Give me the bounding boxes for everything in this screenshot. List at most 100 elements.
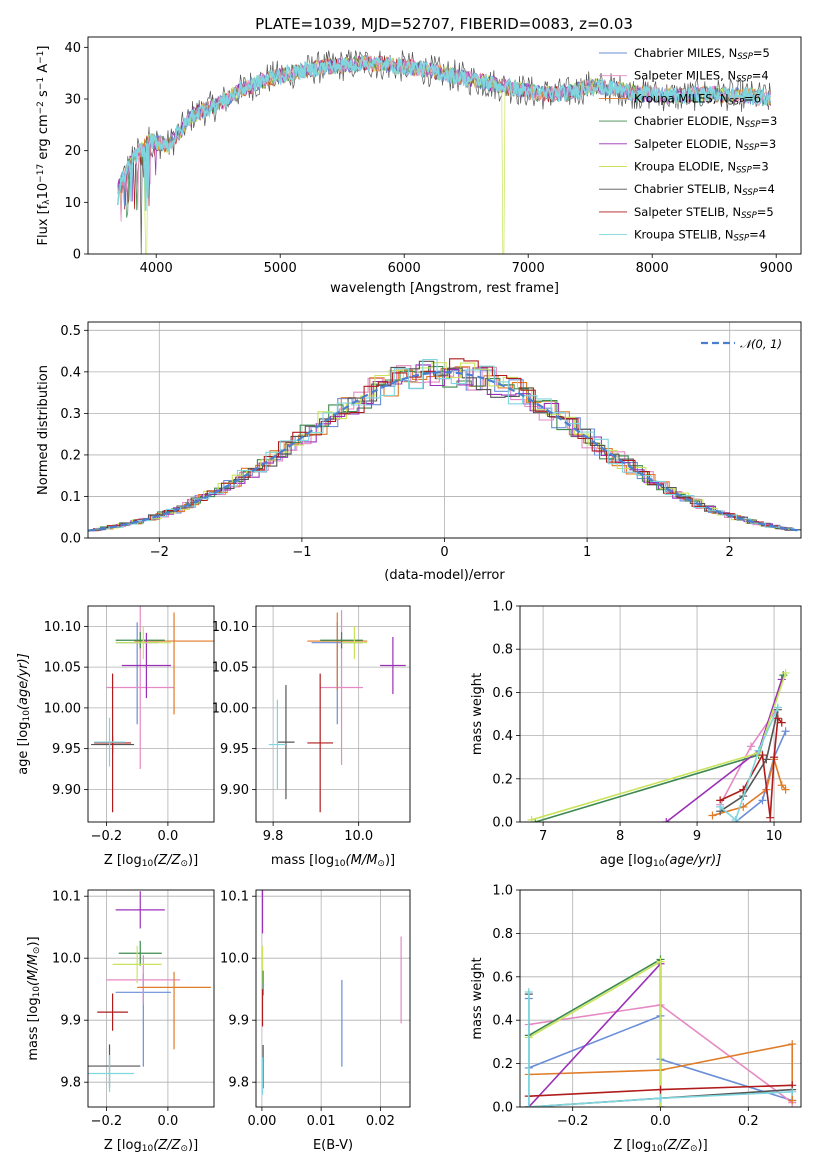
x-axis-label: Z [log10(Z/Z⊙)]: [613, 1138, 707, 1154]
legend-entry: Kroupa STELIB, NSSP=4: [634, 228, 766, 244]
weight-marker-kroupa-stelib: [656, 1094, 665, 1103]
label-part: ⊙: [690, 1144, 698, 1154]
plot-area-mass_vs_Z: [88, 891, 211, 1093]
x-axis-label: Z [log10(Z/Z⊙)]: [104, 853, 198, 869]
y-tick-label: 0.2: [492, 1057, 513, 1072]
weight-marker-salpeter-stelib: [656, 1085, 665, 1094]
y-tick-label: 0.0: [60, 532, 81, 547]
label-part: 10: [22, 710, 32, 722]
label-part: (Z/Z: [663, 1138, 691, 1153]
y-axis-label: mass weight: [470, 957, 485, 1039]
legend-name: Salpeter ELODIE, N: [634, 137, 744, 151]
axes-frame: [519, 605, 802, 823]
y-axis-label: mass [log10(M/M⊙)]: [26, 936, 42, 1060]
legend-sub: SSP: [741, 211, 757, 221]
label-part: (M/M: [346, 853, 378, 868]
y-tick-label: 9.95: [220, 742, 249, 757]
legend-sub: SSP: [744, 143, 760, 153]
weight-marker-salpeter-miles: [746, 742, 755, 751]
legend-gaussian-label: 𝒩(0, 1): [740, 337, 782, 351]
weight-marker-kroupa-elodie: [527, 815, 536, 822]
label-part: A: [36, 64, 51, 77]
x-tick-label: 0.01: [307, 1114, 336, 1129]
legend-sub: SSP: [745, 120, 761, 130]
legend-sub: SSP: [736, 166, 752, 176]
x-axis-label: Z [log10(Z/Z⊙)]: [104, 1138, 198, 1154]
label-part: 10: [32, 986, 42, 998]
weight-line-kroupa-stelib: [528, 992, 793, 1107]
x-tick-label: 0.0: [158, 829, 179, 844]
y-tick-label: 10.10: [44, 620, 81, 635]
weight-line-chabrier-elodie: [535, 674, 785, 822]
hist-kroupa-stelib: [94, 358, 801, 531]
label-part: (Z/Z: [153, 853, 181, 868]
panel-weight_vs_Z: −0.2 0.0 0.2 0.0 0.2 0.4 0.6 0.8 1.0 Z [log10(Z/Z…: [470, 884, 802, 1154]
weight-line-kroupa-stelib: [719, 707, 779, 822]
label-part: ⊙: [180, 859, 188, 869]
label-part: −1: [36, 51, 46, 64]
y-tick-label: 0.3: [60, 407, 81, 422]
label-part: mass [log: [271, 853, 334, 868]
x-axis-label: age [log10(age/yr)]: [600, 853, 722, 869]
y-tick-label: 10.0: [52, 952, 81, 967]
plot-area-age_vs_Z: [91, 606, 214, 813]
x-axis-label: (data-model)/error: [384, 568, 505, 583]
x-tick-label: 9000: [760, 261, 793, 276]
x-tick-label: 10.0: [344, 829, 373, 844]
legend-entry: Salpeter MILES, NSSP=4: [634, 69, 769, 85]
label-part: ⊙: [180, 1144, 188, 1154]
label-part: 10: [653, 859, 665, 869]
weight-marker-kroupa-stelib: [716, 802, 725, 811]
plot-area-spectrum: [117, 49, 772, 254]
weight-marker-kroupa-miles: [781, 785, 790, 794]
label-part: (age/yr)]: [664, 853, 721, 868]
legend-entry: Salpeter ELODIE, NSSP=3: [634, 137, 776, 153]
weight-marker-salpeter-stelib: [770, 753, 779, 762]
x-tick-label: 9.8: [263, 829, 284, 844]
y-tick-label: 9.90: [52, 783, 81, 798]
label-part: −17: [36, 164, 46, 183]
label-part: λ: [42, 199, 52, 205]
axes-frame: [87, 36, 802, 255]
weight-marker-chabrier-miles: [781, 727, 790, 736]
weight-marker-salpeter-stelib: [773, 714, 782, 723]
legend-tail: =3: [752, 160, 769, 174]
x-tick-label: 0: [440, 545, 448, 560]
x-tick-label: 7: [539, 829, 547, 844]
y-tick-label: 40: [64, 41, 81, 56]
y-tick-label: 9.8: [228, 1076, 249, 1091]
label-part: erg cm: [36, 114, 51, 163]
weight-line-chabrier-miles: [735, 730, 787, 822]
plot-area-mass_vs_ebv: [261, 890, 402, 1095]
gaussian-curve: [88, 371, 799, 532]
legend-tail: =4: [758, 182, 775, 196]
y-tick-label: 0.5: [60, 324, 81, 339]
label-part: )]: [385, 853, 395, 868]
spectrum-kroupa-stelib: [117, 55, 772, 211]
label-part: )]: [698, 1138, 708, 1153]
weight-marker-kroupa-stelib: [524, 1103, 533, 1107]
y-tick-label: 20: [64, 144, 81, 159]
y-axis-label: Flux [fλ10−17 erg cm−2 s−1 A−1]: [36, 46, 52, 246]
y-tick-label: 1.0: [492, 600, 513, 615]
legend-sub: SSP: [729, 98, 745, 108]
legend-tail: =3: [760, 114, 777, 128]
legend-entry: Kroupa MILES, NSSP=6: [634, 91, 761, 107]
y-tick-label: 0.0: [492, 816, 513, 831]
legend-sub: SSP: [742, 188, 758, 198]
axes-frame: [519, 889, 802, 1108]
y-tick-label: 0.6: [492, 970, 513, 985]
x-tick-label: −1: [292, 545, 311, 560]
y-tick-label: 0.8: [492, 643, 513, 658]
legend-name: Salpeter MILES, N: [634, 69, 736, 83]
y-tick-label: 9.8: [60, 1076, 81, 1091]
x-tick-label: 5000: [264, 261, 297, 276]
panel-mass_vs_Z: −0.2 0.09.89.910.010.1Z [log10(Z/Z⊙)]mass…: [26, 889, 215, 1154]
x-tick-label: −0.2: [557, 1114, 589, 1129]
label-part: mass [log: [26, 997, 41, 1060]
axes-frame: [255, 889, 411, 1108]
y-tick-label: 10.00: [44, 701, 81, 716]
legend-name: Kroupa MILES, N: [634, 91, 729, 105]
